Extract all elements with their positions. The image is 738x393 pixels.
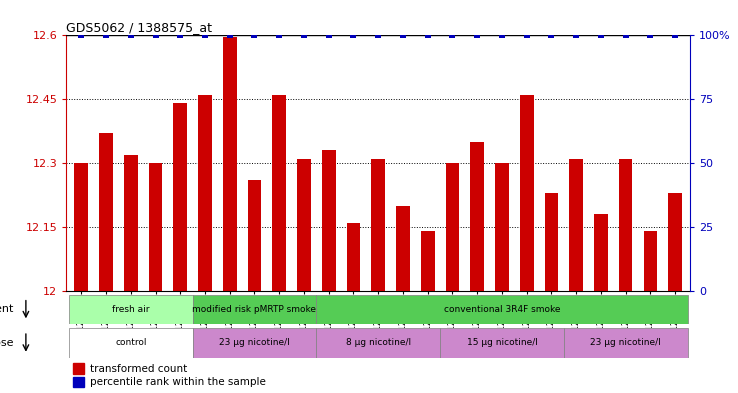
Bar [470, 142, 484, 291]
Point [323, 32, 334, 39]
Bar [564, 328, 688, 358]
Text: transformed count: transformed count [90, 364, 187, 374]
Bar [193, 328, 317, 358]
Bar [440, 328, 564, 358]
Text: dose: dose [0, 338, 13, 348]
Bar [570, 159, 583, 291]
Point [150, 32, 162, 39]
Text: 23 μg nicotine/l: 23 μg nicotine/l [219, 338, 290, 347]
Bar [72, 364, 84, 374]
Bar [99, 133, 113, 291]
Text: conventional 3R4F smoke: conventional 3R4F smoke [444, 305, 560, 314]
Point [595, 32, 607, 39]
Point [100, 32, 112, 39]
Bar [72, 376, 84, 387]
Point [521, 32, 533, 39]
Bar [297, 159, 311, 291]
Point [75, 32, 87, 39]
Point [422, 32, 434, 39]
Point [669, 32, 681, 39]
Bar [272, 95, 286, 291]
Point [373, 32, 384, 39]
Bar [322, 150, 336, 291]
Point [298, 32, 310, 39]
Bar [371, 159, 385, 291]
Bar [669, 193, 682, 291]
Point [348, 32, 359, 39]
Point [620, 32, 632, 39]
Point [545, 32, 557, 39]
Text: GDS5062 / 1388575_at: GDS5062 / 1388575_at [66, 21, 213, 34]
Bar [421, 231, 435, 291]
Text: control: control [115, 338, 147, 347]
Text: percentile rank within the sample: percentile rank within the sample [90, 377, 266, 387]
Bar [193, 295, 317, 324]
Point [644, 32, 656, 39]
Bar [520, 95, 534, 291]
Bar [644, 231, 658, 291]
Bar [69, 328, 193, 358]
Bar [248, 180, 261, 291]
Text: 15 μg nicotine/l: 15 μg nicotine/l [466, 338, 537, 347]
Bar [69, 295, 193, 324]
Bar [594, 214, 608, 291]
Bar [223, 37, 237, 291]
Bar [173, 103, 187, 291]
Bar [75, 163, 88, 291]
Text: modified risk pMRTP smoke: modified risk pMRTP smoke [193, 305, 317, 314]
Point [472, 32, 483, 39]
Point [446, 32, 458, 39]
Bar [317, 295, 688, 324]
Bar [545, 193, 558, 291]
Bar [446, 163, 459, 291]
Point [125, 32, 137, 39]
Bar [148, 163, 162, 291]
Text: 8 μg nicotine/l: 8 μg nicotine/l [345, 338, 411, 347]
Point [174, 32, 186, 39]
Bar [199, 95, 212, 291]
Bar [124, 154, 137, 291]
Point [224, 32, 235, 39]
Point [496, 32, 508, 39]
Bar [347, 223, 360, 291]
Point [570, 32, 582, 39]
Text: fresh air: fresh air [112, 305, 150, 314]
Point [199, 32, 211, 39]
Bar [619, 159, 632, 291]
Point [249, 32, 261, 39]
Point [273, 32, 285, 39]
Bar [396, 206, 410, 291]
Text: agent: agent [0, 305, 13, 314]
Text: 23 μg nicotine/l: 23 μg nicotine/l [590, 338, 661, 347]
Bar [495, 163, 508, 291]
Bar [317, 328, 440, 358]
Point [397, 32, 409, 39]
